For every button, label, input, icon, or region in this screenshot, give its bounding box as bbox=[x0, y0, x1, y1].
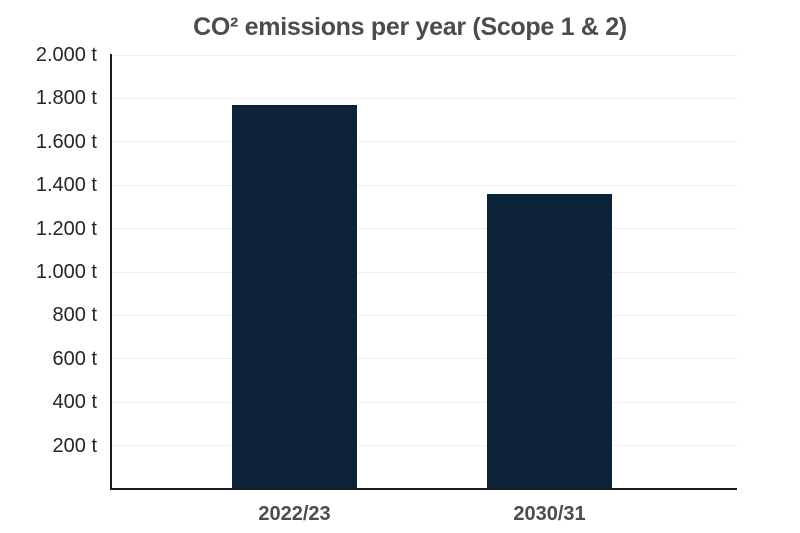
y-axis-tick-label: 1.400 t bbox=[35, 174, 97, 197]
gridline bbox=[111, 401, 737, 403]
y-axis-tick-label: 1.200 t bbox=[35, 217, 97, 240]
y-axis-tick-label: 800 t bbox=[52, 304, 97, 327]
y-axis-tick-label: 400 t bbox=[52, 391, 97, 414]
gridline bbox=[111, 314, 737, 316]
gridline bbox=[111, 445, 737, 447]
y-axis-tick-label: 1.600 t bbox=[35, 130, 97, 153]
gridline bbox=[111, 228, 737, 230]
gridline bbox=[111, 271, 737, 273]
gridline bbox=[111, 184, 737, 186]
y-axis-tick-label: 2.000 t bbox=[35, 44, 97, 66]
y-axis-tick-label: 600 t bbox=[52, 347, 97, 370]
y-axis-tick-label: 1.000 t bbox=[35, 261, 97, 283]
bar[interactable] bbox=[232, 104, 357, 489]
gridline bbox=[111, 358, 737, 360]
gridline bbox=[111, 97, 737, 99]
gridline bbox=[111, 141, 737, 143]
x-axis-category-label: 2022/23 bbox=[258, 503, 331, 525]
chart-title: CO² emissions per year (Scope 1 & 2) bbox=[193, 13, 627, 41]
y-axis-tick-label: 1.800 t bbox=[35, 87, 97, 110]
x-axis-category-label: 2030/31 bbox=[513, 503, 586, 525]
bar[interactable] bbox=[487, 193, 612, 489]
gridline bbox=[111, 54, 737, 56]
y-axis-tick-label: 200 t bbox=[52, 434, 97, 457]
y-axis-line bbox=[110, 54, 112, 490]
x-axis-line bbox=[110, 488, 737, 490]
